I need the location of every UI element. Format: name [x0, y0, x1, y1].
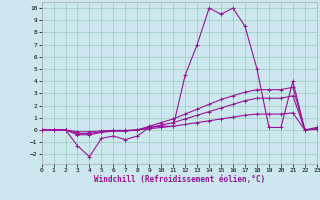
X-axis label: Windchill (Refroidissement éolien,°C): Windchill (Refroidissement éolien,°C) — [94, 175, 265, 184]
